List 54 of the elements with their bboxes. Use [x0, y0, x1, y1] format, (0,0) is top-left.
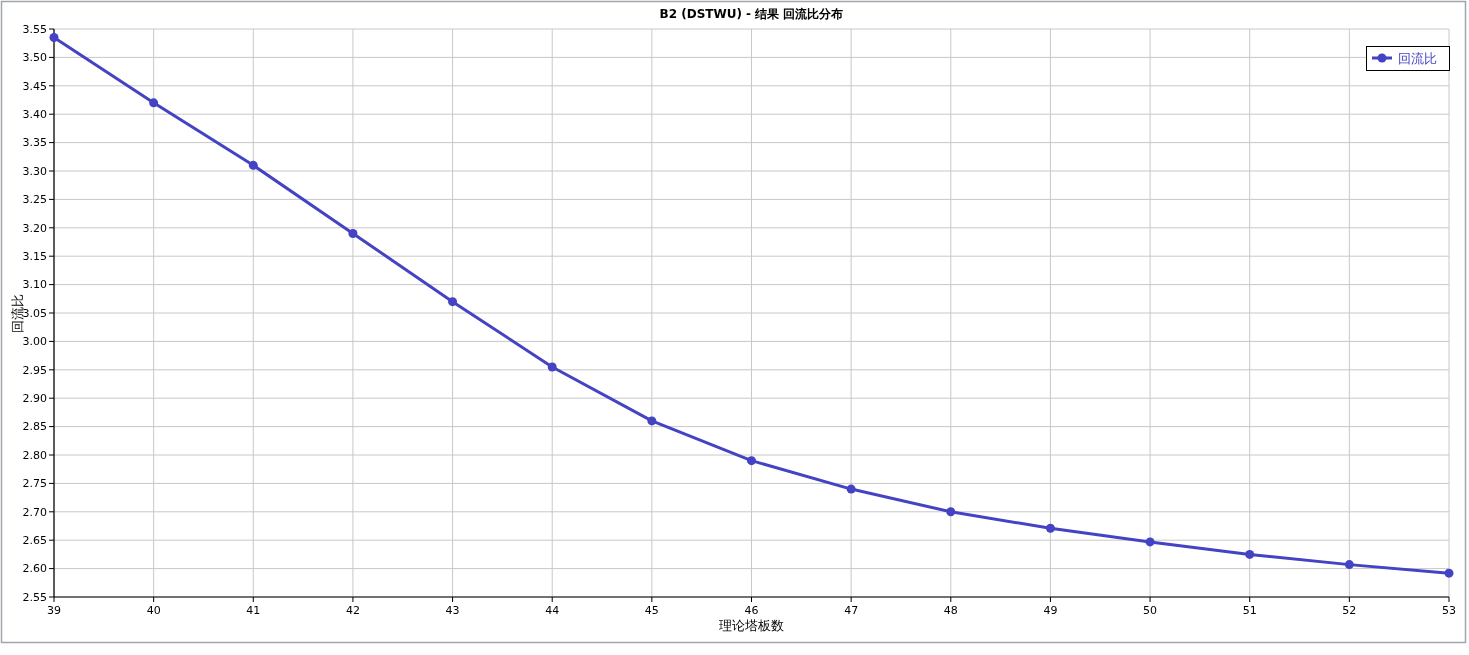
y-tick-label: 2.80: [22, 448, 47, 462]
y-tick-label: 2.75: [22, 477, 47, 491]
point: [1245, 549, 1255, 559]
y-tick-label: 2.70: [22, 505, 47, 519]
y-tick-label: 3.40: [22, 108, 47, 122]
x-tick-label: 49: [1043, 604, 1058, 617]
x-tick-label: 46: [744, 604, 759, 617]
legend-label: 回流比: [1398, 50, 1437, 66]
y-tick-label: 2.60: [22, 562, 47, 576]
y-tick-label: 3.15: [22, 250, 47, 264]
point: [1045, 523, 1055, 533]
y-tick-label: 3.35: [22, 136, 47, 150]
x-tick-label: 44: [545, 604, 560, 617]
point: [747, 456, 756, 466]
y-tick-label: 2.55: [22, 590, 47, 604]
point: [946, 507, 956, 517]
point: [149, 98, 159, 108]
x-tick-label: 52: [1342, 604, 1357, 617]
x-tick-label: 41: [246, 604, 261, 617]
point: [248, 160, 258, 170]
point: [1145, 537, 1155, 547]
y-axis-title: 回流比: [10, 293, 25, 333]
point: [1344, 560, 1354, 570]
y-tick-label: 2.90: [22, 392, 47, 406]
y-tick-label: 3.45: [22, 79, 47, 93]
y-tick-label: 3.00: [22, 335, 47, 349]
point: [647, 416, 657, 426]
point: [1444, 568, 1454, 578]
x-tick-label: 51: [1242, 604, 1257, 617]
x-tick-label: 53: [1442, 604, 1456, 617]
x-tick-label: 43: [445, 604, 460, 617]
point: [448, 297, 458, 307]
y-tick-label: 3.30: [22, 164, 47, 178]
x-tick-label: 47: [844, 604, 859, 617]
point: [348, 228, 358, 238]
x-tick-label: 45: [644, 604, 659, 617]
y-tick-label: 3.20: [22, 221, 47, 235]
x-tick-label: 39: [47, 604, 61, 617]
point: [49, 33, 59, 43]
x-tick-label: 48: [943, 604, 958, 617]
y-tick-label: 2.95: [22, 363, 47, 377]
y-tick-label: 3.10: [22, 278, 47, 292]
point: [846, 484, 856, 494]
point: [547, 362, 557, 372]
x-tick-label: 42: [345, 604, 360, 617]
y-tick-label: 2.85: [22, 420, 47, 434]
y-tick-label: 2.65: [22, 534, 47, 548]
y-tick-label: 3.55: [22, 22, 47, 36]
y-tick-label: 3.50: [22, 51, 47, 65]
x-axis-title: 理论塔板数: [719, 618, 784, 633]
chart-title: B2 (DSTWU) - 结果 回流比分布: [659, 7, 844, 21]
x-tick-label: 40: [146, 604, 161, 617]
x-tick-label: 50: [1143, 604, 1158, 617]
y-tick-label: 3.25: [22, 193, 47, 207]
